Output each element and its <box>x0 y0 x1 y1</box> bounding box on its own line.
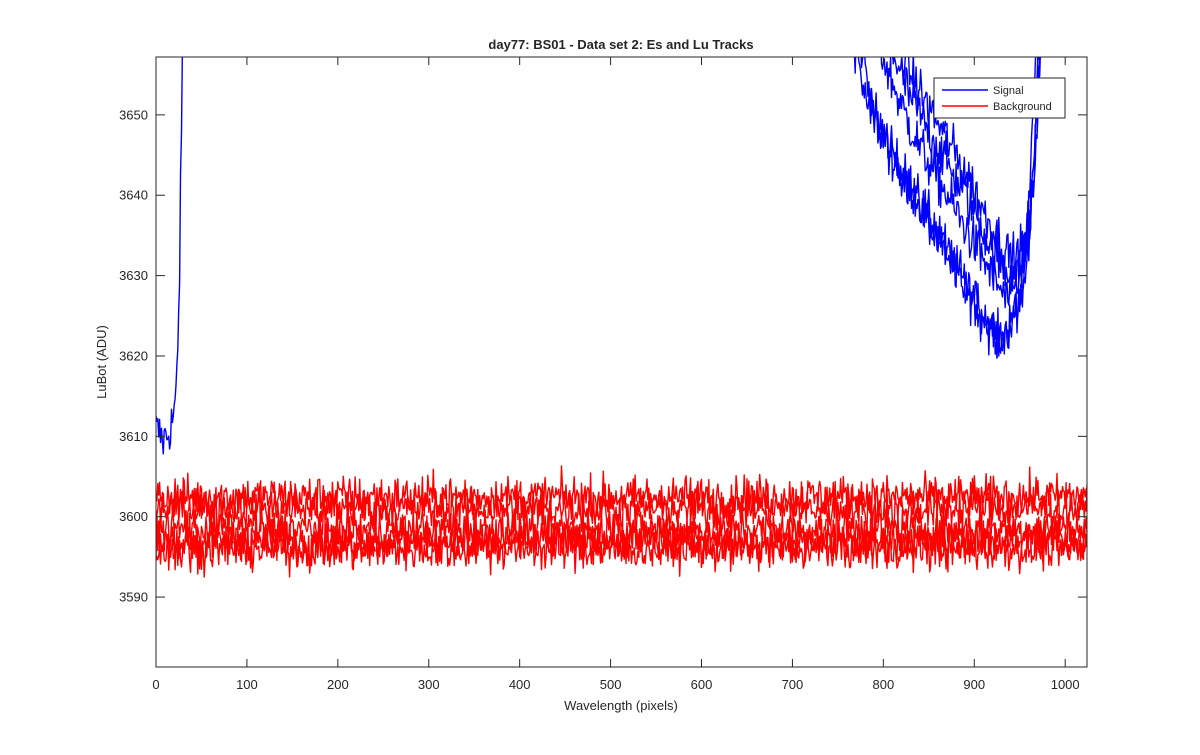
x-tick-label: 1000 <box>1051 677 1080 692</box>
x-tick-label: 0 <box>152 677 159 692</box>
series-layer <box>156 57 1087 578</box>
x-tick-label: 600 <box>691 677 713 692</box>
y-tick-label: 3630 <box>119 268 148 283</box>
y-axis-label: LuBot (ADU) <box>94 325 109 399</box>
y-tick-label: 3590 <box>119 590 148 605</box>
x-tick-label: 800 <box>872 677 894 692</box>
legend-background-label: Background <box>993 101 1052 113</box>
series-signal <box>156 57 1042 455</box>
legend-signal-label: Signal <box>993 85 1024 97</box>
x-tick-label: 900 <box>963 677 985 692</box>
series-background <box>156 465 1087 578</box>
signal-trace-1 <box>156 57 183 455</box>
x-axis-label: Wavelength (pixels) <box>564 698 678 713</box>
axes-box <box>155 56 1088 668</box>
background-trace-5 <box>156 519 1087 578</box>
x-tick-label: 300 <box>418 677 440 692</box>
legend-box <box>933 77 1066 119</box>
x-tick-label: 400 <box>509 677 531 692</box>
x-tick-label: 200 <box>327 677 349 692</box>
y-tick-label: 3620 <box>119 348 148 363</box>
y-tick-label: 3640 <box>119 188 148 203</box>
y-tick-label: 3600 <box>119 509 148 524</box>
x-tick-label: 100 <box>236 677 258 692</box>
legend: Signal Background <box>933 77 1066 119</box>
y-tick-label: 3610 <box>119 429 148 444</box>
signal-trace-3 <box>860 57 1039 359</box>
y-tick-label: 3650 <box>119 107 148 122</box>
x-tick-label: 500 <box>600 677 622 692</box>
x-tick-label: 700 <box>782 677 804 692</box>
chart-title: day77: BS01 - Data set 2: Es and Lu Trac… <box>488 37 753 52</box>
signal-trace-6 <box>901 57 1041 288</box>
tick-layer: 0 100 200 300 400 500 600 700 800 900 1000 3590 3600… <box>119 57 1087 692</box>
